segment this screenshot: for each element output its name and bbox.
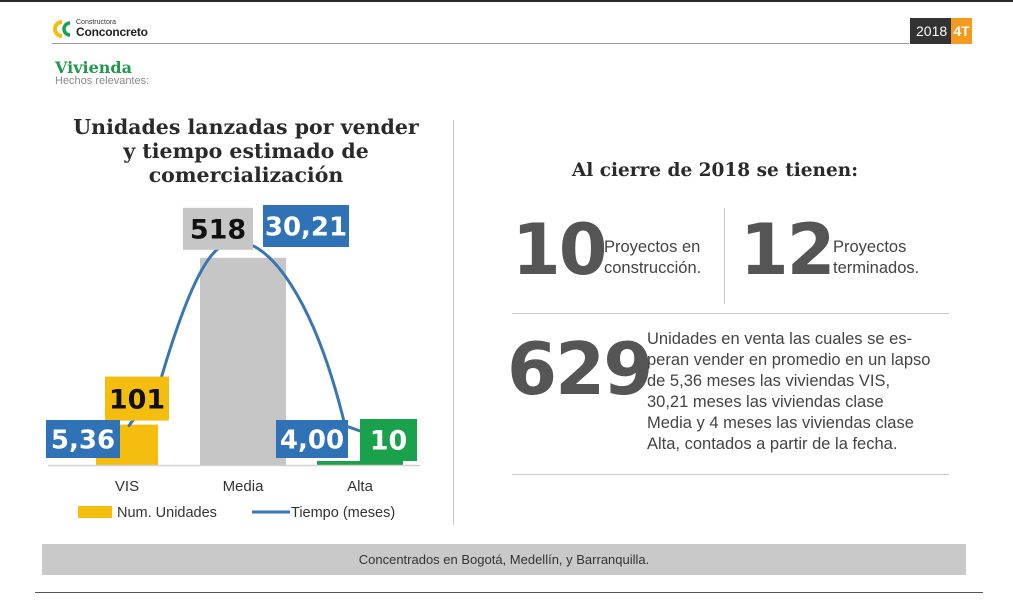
projects-construction-desc-line-2: construcción. [604,259,702,277]
section-subtitle: Hechos relevantes: [55,75,150,87]
projects-construction-desc-line-1: Proyectos en [604,238,701,256]
units-desc-line-5: Media y 4 meses las viviendas clase [647,414,914,432]
legend-label-units: Num. Unidades [117,505,217,521]
units-time-chart: 101 518 10 5,36 30,21 4,00 VIS Media Alta Num. Un… [46,205,420,521]
chart-title-line-2: y tiempo estimado de [123,139,369,163]
chart-title-line-3: comercialización [148,163,344,187]
top-rule [0,0,1013,2]
time-label-box-alta [276,420,348,458]
logo-small-text: Constructora [76,19,117,26]
panel-divider [453,120,454,525]
units-label-box-vis [105,376,169,421]
category-label-vis: VIS [115,478,139,495]
logo-name-text: Conconcreto [76,25,148,39]
units-label-vis: 101 [109,384,165,415]
projects-finished-desc: Proyectos terminados. [833,237,919,279]
badge-year: 2018 [916,23,948,39]
units-label-box-media [183,207,253,250]
units-for-sale-value: 629 [507,327,653,411]
category-label-media: Media [223,478,265,495]
header-rule [52,43,909,44]
projects-finished-value: 12 [740,209,835,291]
badge-quarter: 4T [951,18,972,44]
category-label-alta: Alta [347,478,374,495]
stats-inner-divider [724,208,725,304]
bar-alta [317,461,403,465]
section-title: Vivienda [55,58,132,77]
time-label-media: 30,21 [265,213,347,243]
legend-swatch-units [78,506,112,518]
units-desc-line-1: Unidades en venta las cuales se es- [647,330,913,348]
units-desc-line-4: 30,21 meses las viviendas clase [647,393,884,411]
projects-finished-desc-line-2: terminados. [833,259,920,277]
units-for-sale-desc: Unidades en venta las cuales se es- pera… [647,329,930,455]
projects-finished-desc-line-1: Proyectos [833,238,907,256]
chart-title-line-1: Unidades lanzadas por vender [73,115,419,139]
summary-heading: Al cierre de 2018 se tienen: [571,160,859,181]
time-label-box-media [263,205,349,247]
units-label-alta: 10 [370,426,408,457]
stats-horizontal-divider [512,313,949,314]
units-desc-line-3: de 5,36 meses las viviendas VIS, [647,372,891,390]
stats-bottom-divider [512,474,949,475]
units-desc-line-2: peran vender en promedio en un lapso [647,351,931,369]
logo-mark-icon [53,20,71,38]
time-label-box-vis [46,420,120,458]
units-desc-line-6: Alta, contados a partir de la fecha. [647,435,898,453]
period-badge: 2018 4T [910,18,972,44]
legend-label-time: Tiempo (meses) [291,505,395,521]
time-label-alta: 4,00 [280,426,344,456]
bottom-rule [35,592,983,593]
units-label-box-alta [360,419,417,461]
company-logo: Constructora Conconcreto [52,18,162,40]
projects-construction-desc: Proyectos en construcción. [604,237,701,279]
chart-title: Unidades lanzadas por vender y tiempo es… [60,115,432,187]
units-label-media: 518 [190,215,246,246]
projects-construction-value: 10 [512,209,607,291]
footer-note: Concentrados en Bogotá, Medellín, y Barr… [42,544,966,575]
time-label-vis: 5,36 [51,426,115,456]
bar-media [200,257,286,465]
